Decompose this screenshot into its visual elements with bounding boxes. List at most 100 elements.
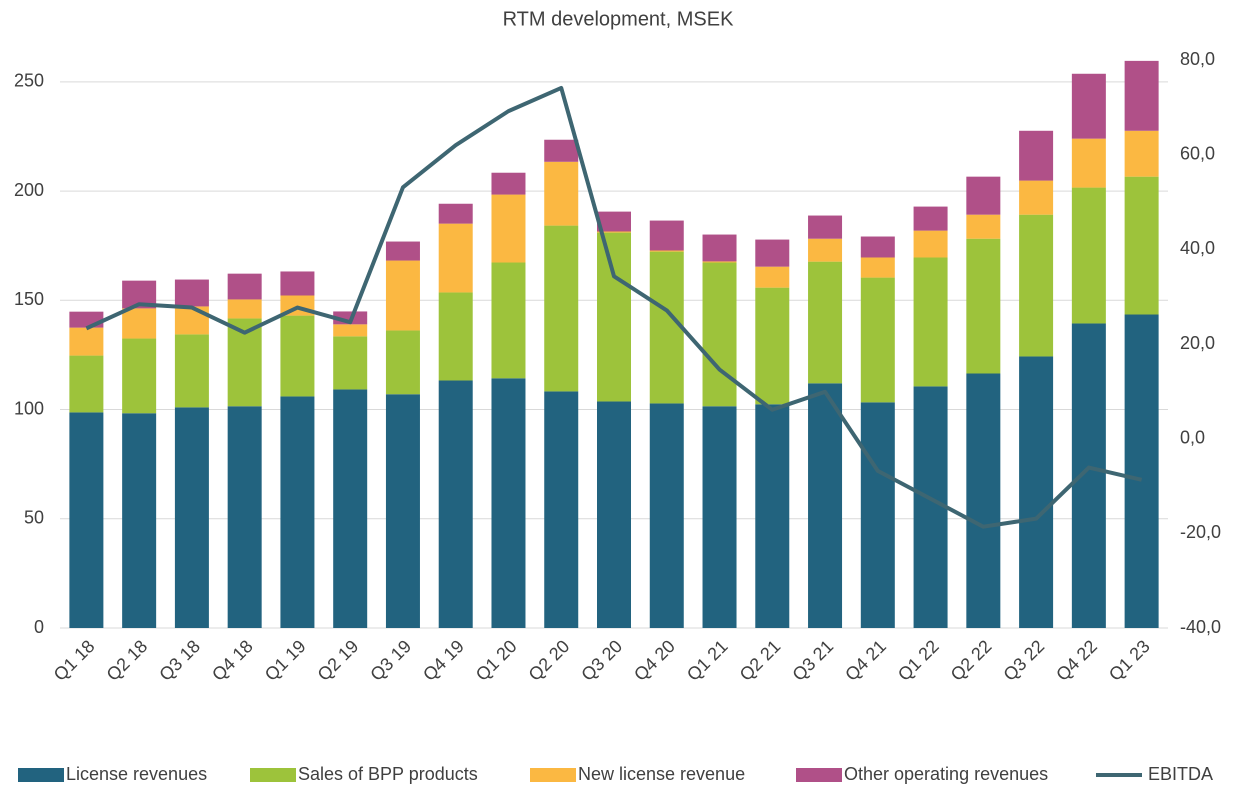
bar bbox=[755, 266, 790, 288]
bar bbox=[438, 223, 473, 293]
bar bbox=[385, 241, 420, 261]
x-tick-label: Q1 21 bbox=[683, 636, 732, 685]
y2-tick-label: 40,0 bbox=[1180, 238, 1215, 258]
bar bbox=[174, 334, 209, 408]
x-tick-label: Q2 21 bbox=[736, 636, 785, 685]
bar bbox=[174, 279, 209, 307]
bar bbox=[333, 336, 368, 390]
bar bbox=[122, 413, 157, 628]
bar bbox=[544, 225, 579, 392]
bar bbox=[227, 406, 262, 628]
bar bbox=[544, 391, 579, 628]
bar bbox=[438, 380, 473, 628]
y-tick-label: 150 bbox=[14, 289, 44, 309]
bar bbox=[966, 373, 1001, 628]
bar bbox=[808, 215, 843, 239]
legend-label: New license revenue bbox=[578, 764, 745, 784]
bar bbox=[385, 330, 420, 395]
bar bbox=[69, 355, 104, 413]
bar bbox=[280, 396, 315, 628]
bar bbox=[913, 257, 948, 387]
bar bbox=[597, 231, 631, 233]
bar bbox=[1019, 180, 1054, 215]
y2-tick-label: -40,0 bbox=[1180, 617, 1221, 637]
y-tick-label: 0 bbox=[34, 617, 44, 637]
legend-label: Other operating revenues bbox=[844, 764, 1048, 784]
bar bbox=[597, 401, 631, 628]
bar bbox=[755, 404, 790, 628]
bar bbox=[860, 402, 895, 628]
y2-tick-label: -20,0 bbox=[1180, 522, 1221, 542]
bar bbox=[227, 273, 262, 300]
y2-tick-label: 0,0 bbox=[1180, 427, 1205, 447]
legend-swatch bbox=[250, 768, 296, 782]
bar bbox=[702, 406, 737, 628]
x-tick-label: Q3 19 bbox=[366, 636, 415, 685]
x-tick-label: Q2 18 bbox=[103, 636, 152, 685]
legend-label: EBITDA bbox=[1148, 764, 1213, 784]
bar bbox=[69, 327, 104, 356]
bar bbox=[122, 338, 157, 414]
bar bbox=[913, 230, 948, 258]
bar bbox=[597, 211, 631, 232]
bar bbox=[385, 394, 420, 628]
bar bbox=[544, 139, 579, 162]
x-tick-label: Q2 20 bbox=[525, 636, 574, 685]
bar bbox=[1071, 138, 1106, 188]
bar bbox=[174, 407, 209, 628]
bar bbox=[860, 236, 895, 258]
chart-title: RTM development, MSEK bbox=[503, 8, 734, 30]
bar bbox=[966, 176, 1001, 215]
bar bbox=[1019, 130, 1054, 181]
bar bbox=[69, 311, 104, 328]
bar bbox=[333, 324, 368, 337]
bar bbox=[649, 251, 684, 404]
bar bbox=[1019, 214, 1054, 357]
x-tick-label: Q1 22 bbox=[894, 636, 943, 685]
bar bbox=[1071, 323, 1106, 628]
bar bbox=[649, 250, 684, 252]
legend-label: License revenues bbox=[66, 764, 207, 784]
bar bbox=[649, 220, 684, 251]
bar bbox=[491, 378, 526, 628]
x-tick-label: Q3 22 bbox=[999, 636, 1048, 685]
x-tick-label: Q2 19 bbox=[314, 636, 363, 685]
y2-tick-label: 20,0 bbox=[1180, 333, 1215, 353]
bar bbox=[755, 287, 790, 405]
bar bbox=[597, 232, 631, 402]
bar bbox=[1071, 73, 1106, 139]
bar bbox=[702, 261, 737, 263]
bar bbox=[174, 306, 209, 335]
bar bbox=[1124, 130, 1159, 177]
y2-tick-label: 60,0 bbox=[1180, 143, 1215, 163]
bar bbox=[860, 277, 895, 403]
y-tick-label: 100 bbox=[14, 398, 44, 418]
legend-swatch bbox=[796, 768, 842, 782]
bar bbox=[122, 308, 157, 339]
bar bbox=[438, 203, 473, 224]
bar bbox=[438, 292, 473, 381]
bar bbox=[808, 261, 843, 384]
bar bbox=[702, 234, 737, 262]
x-tick-label: Q1 23 bbox=[1105, 636, 1154, 685]
y2-tick-label: 80,0 bbox=[1180, 49, 1215, 69]
x-tick-label: Q4 21 bbox=[841, 636, 890, 685]
bar bbox=[227, 299, 262, 319]
bar bbox=[1071, 187, 1106, 324]
x-tick-label: Q1 20 bbox=[472, 636, 521, 685]
x-tick-label: Q4 22 bbox=[1052, 636, 1101, 685]
bar bbox=[1124, 60, 1159, 131]
bar bbox=[491, 194, 526, 263]
x-tick-label: Q1 19 bbox=[261, 636, 310, 685]
bar bbox=[1124, 176, 1159, 315]
y-tick-label: 50 bbox=[24, 508, 44, 528]
x-tick-label: Q3 18 bbox=[155, 636, 204, 685]
bar bbox=[913, 386, 948, 628]
bar bbox=[755, 239, 790, 267]
bar bbox=[860, 257, 895, 278]
legend-label: Sales of BPP products bbox=[298, 764, 478, 784]
legend-swatch bbox=[18, 768, 64, 782]
bar bbox=[544, 161, 579, 226]
line bbox=[85, 85, 1143, 529]
